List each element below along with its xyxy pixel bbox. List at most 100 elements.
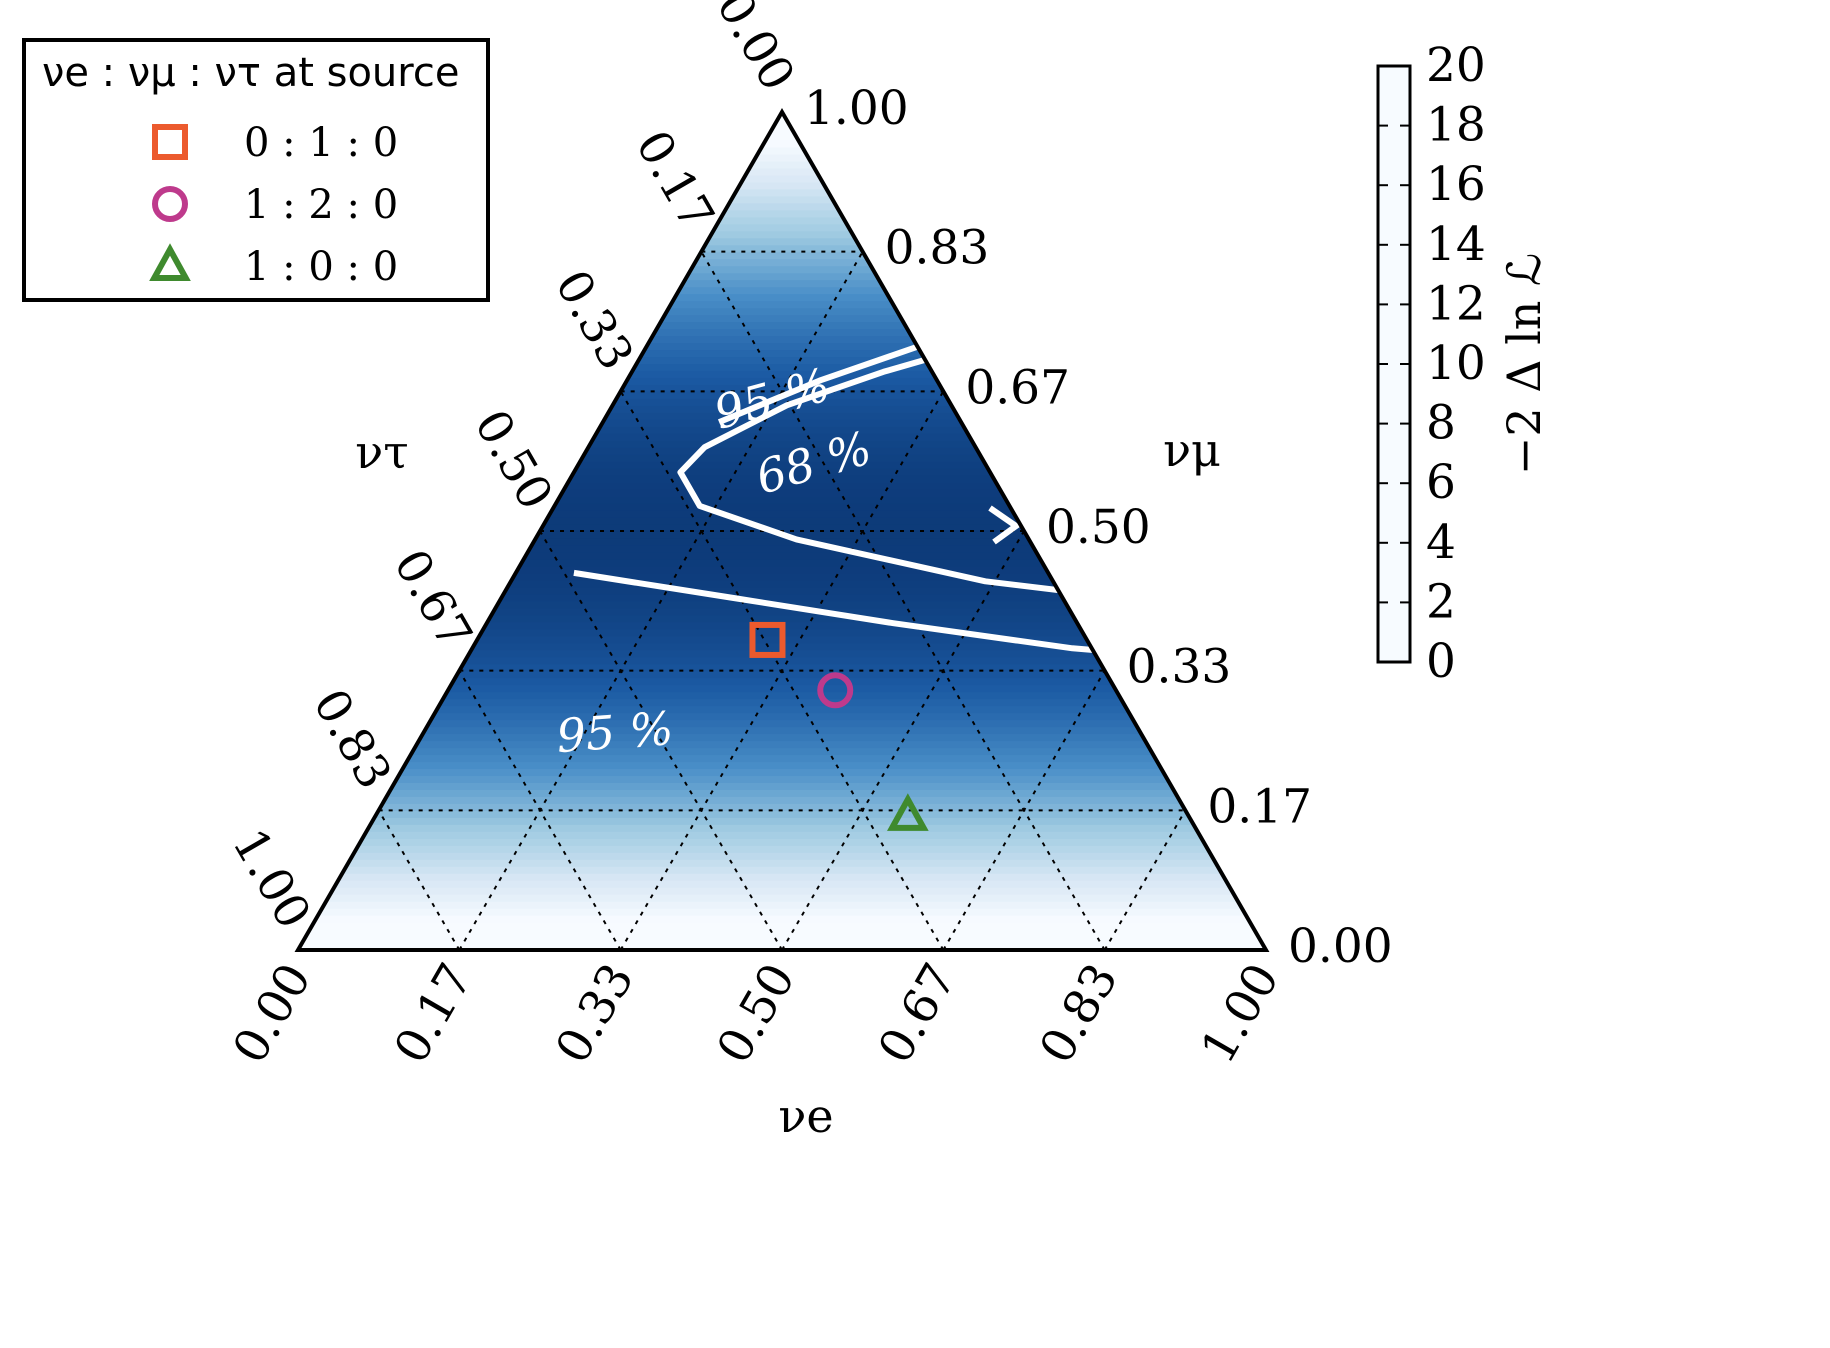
heatmap-band — [298, 747, 1266, 756]
heatmap-band — [298, 845, 1266, 853]
heatmap-band — [298, 726, 1266, 735]
heatmap-band — [298, 356, 1266, 364]
heatmap-band — [298, 447, 1266, 455]
heatmap-band — [298, 761, 1266, 770]
heatmap-band — [298, 852, 1266, 860]
heatmap-band — [298, 901, 1266, 909]
heatmap-band — [298, 188, 1266, 197]
heatmap-band — [298, 146, 1266, 155]
colorbar-tick-label: 6 — [1426, 455, 1456, 510]
colorbar-tick-label: 18 — [1426, 98, 1486, 153]
heatmap-band — [298, 181, 1266, 190]
heatmap-band — [298, 607, 1266, 616]
colorbar-tick-label: 12 — [1426, 276, 1486, 331]
tick-label-nu-e: 0.17 — [384, 955, 484, 1073]
colorbar-tick-label: 16 — [1426, 157, 1486, 212]
source-marker-square — [749, 621, 786, 658]
heatmap-band — [298, 677, 1266, 686]
heatmap-band — [298, 719, 1266, 728]
tick-label-nu-mu: 0.67 — [965, 360, 1070, 415]
heatmap-band — [298, 475, 1266, 483]
heatmap — [298, 112, 1266, 950]
heatmap-band — [298, 733, 1266, 742]
legend: νe : νμ : ντ at source 0 : 1 : 0 1 : 2 : … — [22, 38, 490, 302]
heatmap-band — [298, 419, 1266, 427]
heatmap-band — [298, 768, 1266, 777]
source-marker-circle — [817, 672, 854, 709]
heatmap-band — [298, 237, 1266, 246]
heatmap-band — [298, 321, 1266, 330]
heatmap-band — [298, 496, 1266, 504]
heatmap-band — [298, 524, 1266, 532]
heatmap-band — [298, 244, 1266, 253]
heatmap-band — [298, 132, 1266, 141]
heatmap-band — [298, 817, 1266, 825]
axis-label-nu-mu: νμ — [1163, 423, 1221, 477]
heatmap-band — [298, 223, 1266, 232]
heatmap-band — [298, 943, 1266, 950]
heatmap-band — [298, 510, 1266, 518]
heatmap-band — [298, 314, 1266, 323]
grid-line-e — [458, 251, 864, 951]
heatmap-band — [298, 922, 1266, 930]
tick-label-nu-tau: 0.17 — [625, 122, 725, 240]
legend-marker-circle — [152, 186, 188, 222]
tick-label-nu-e: 0.33 — [545, 955, 645, 1073]
heatmap-band — [298, 160, 1266, 169]
contour-line — [717, 209, 1345, 425]
heatmap-band — [298, 272, 1266, 281]
grid-line-e — [781, 530, 1025, 951]
heatmap-band — [298, 705, 1266, 714]
heatmap-band — [298, 894, 1266, 902]
heatmap-band — [298, 586, 1266, 595]
tick-label-nu-mu: 0.83 — [885, 221, 990, 276]
heatmap-band — [298, 887, 1266, 895]
heatmap-band — [298, 803, 1266, 811]
heatmap-band — [298, 412, 1266, 420]
legend-entry-label: 1 : 0 : 0 — [244, 244, 398, 290]
heatmap-band — [298, 579, 1266, 588]
heatmap-band — [298, 426, 1266, 434]
heatmap-band — [298, 796, 1266, 804]
heatmap-band — [298, 461, 1266, 469]
grid-line-tau — [377, 809, 461, 951]
heatmap-band — [298, 880, 1266, 888]
tick-label-nu-tau: 0.33 — [544, 261, 644, 379]
grid-line-e — [1103, 809, 1187, 951]
heatmap-band — [298, 153, 1266, 162]
heatmap-band — [298, 782, 1266, 790]
tick-label-nu-e: 0.83 — [1029, 955, 1129, 1073]
heatmap-band — [298, 230, 1266, 239]
triangle-frame — [294, 108, 1270, 952]
heatmap-band — [298, 454, 1266, 462]
legend-entry-label: 0 : 1 : 0 — [244, 120, 398, 166]
heatmap-band — [298, 489, 1266, 497]
heatmap-band — [298, 139, 1266, 148]
heatmap-band — [298, 873, 1266, 881]
heatmap-band — [298, 349, 1266, 358]
contour-line — [677, 234, 1378, 627]
heatmap-band — [298, 363, 1266, 371]
tick-label-nu-mu: 0.00 — [1288, 919, 1393, 974]
heatmap-band — [298, 398, 1266, 406]
grid-line-tau — [458, 670, 622, 951]
heatmap-band — [298, 810, 1266, 818]
heatmap-band — [298, 202, 1266, 211]
heatmap-band — [298, 593, 1266, 602]
heatmap-band — [298, 195, 1266, 204]
tick-label-nu-mu: 0.17 — [1207, 779, 1312, 834]
heatmap-band — [298, 551, 1266, 560]
heatmap-band — [298, 279, 1266, 288]
grid-line-tau — [700, 251, 1106, 951]
contour-label: 95 % — [555, 701, 675, 763]
heatmap-band — [298, 565, 1266, 574]
heatmap-band — [298, 929, 1266, 937]
heatmap-band — [298, 440, 1266, 448]
tick-label-nu-e: 1.00 — [1190, 955, 1290, 1073]
heatmap-band — [298, 503, 1266, 511]
heatmap-band — [298, 824, 1266, 832]
heatmap-band — [298, 691, 1266, 700]
heatmap-band — [298, 866, 1266, 874]
grid-line-tau — [539, 530, 783, 951]
tick-label-nu-tau: 0.00 — [705, 0, 805, 100]
